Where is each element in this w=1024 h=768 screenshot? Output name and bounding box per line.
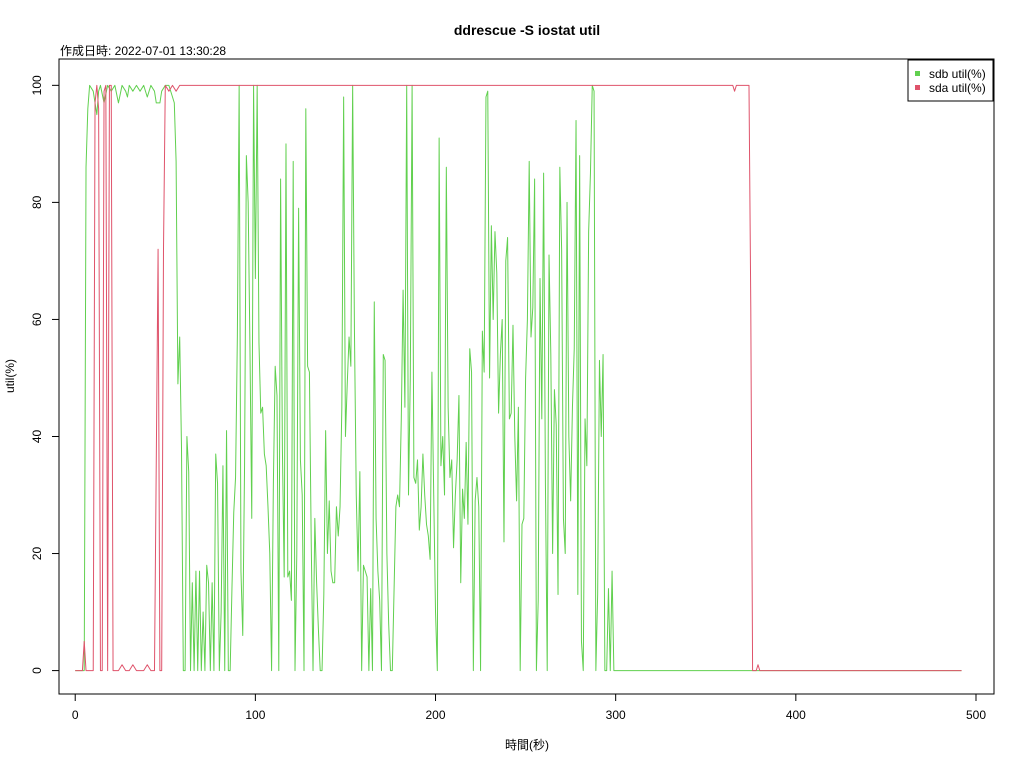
y-axis: 0 20 40 60 80 100 xyxy=(30,75,60,674)
x-axis: 0 100 200 300 400 500 xyxy=(72,693,986,722)
x-tick-label: 500 xyxy=(966,708,986,722)
legend-swatch xyxy=(915,71,920,76)
y-tick-label: 80 xyxy=(30,195,44,209)
series-line-2 xyxy=(75,84,962,672)
x-axis-label: 時間(秒) xyxy=(505,738,549,752)
y-tick-label: 20 xyxy=(30,547,44,561)
legend-label: sda util(%) xyxy=(929,81,986,95)
legend-box xyxy=(907,59,994,102)
x-tick-label: 400 xyxy=(786,708,806,722)
legend: sdb util(%)sda util(%) xyxy=(907,59,994,102)
chart-subtitle: 作成日時: 2022-07-01 13:30:28 xyxy=(60,44,226,58)
series-layer xyxy=(75,84,962,672)
x-tick-label: 200 xyxy=(426,708,446,722)
x-tick-label: 0 xyxy=(72,708,79,722)
x-tick-label: 100 xyxy=(245,708,265,722)
series-line-1 xyxy=(75,84,962,672)
legend-swatch xyxy=(915,85,920,90)
chart-title: ddrescue -S iostat util xyxy=(454,22,600,38)
y-axis-label: util(%) xyxy=(3,359,17,393)
y-tick-label: 60 xyxy=(30,312,44,326)
y-tick-label: 40 xyxy=(30,429,44,443)
y-tick-label: 0 xyxy=(30,667,44,674)
legend-label: sdb util(%) xyxy=(929,67,986,81)
y-tick-label: 100 xyxy=(30,75,44,95)
x-tick-label: 300 xyxy=(606,708,626,722)
